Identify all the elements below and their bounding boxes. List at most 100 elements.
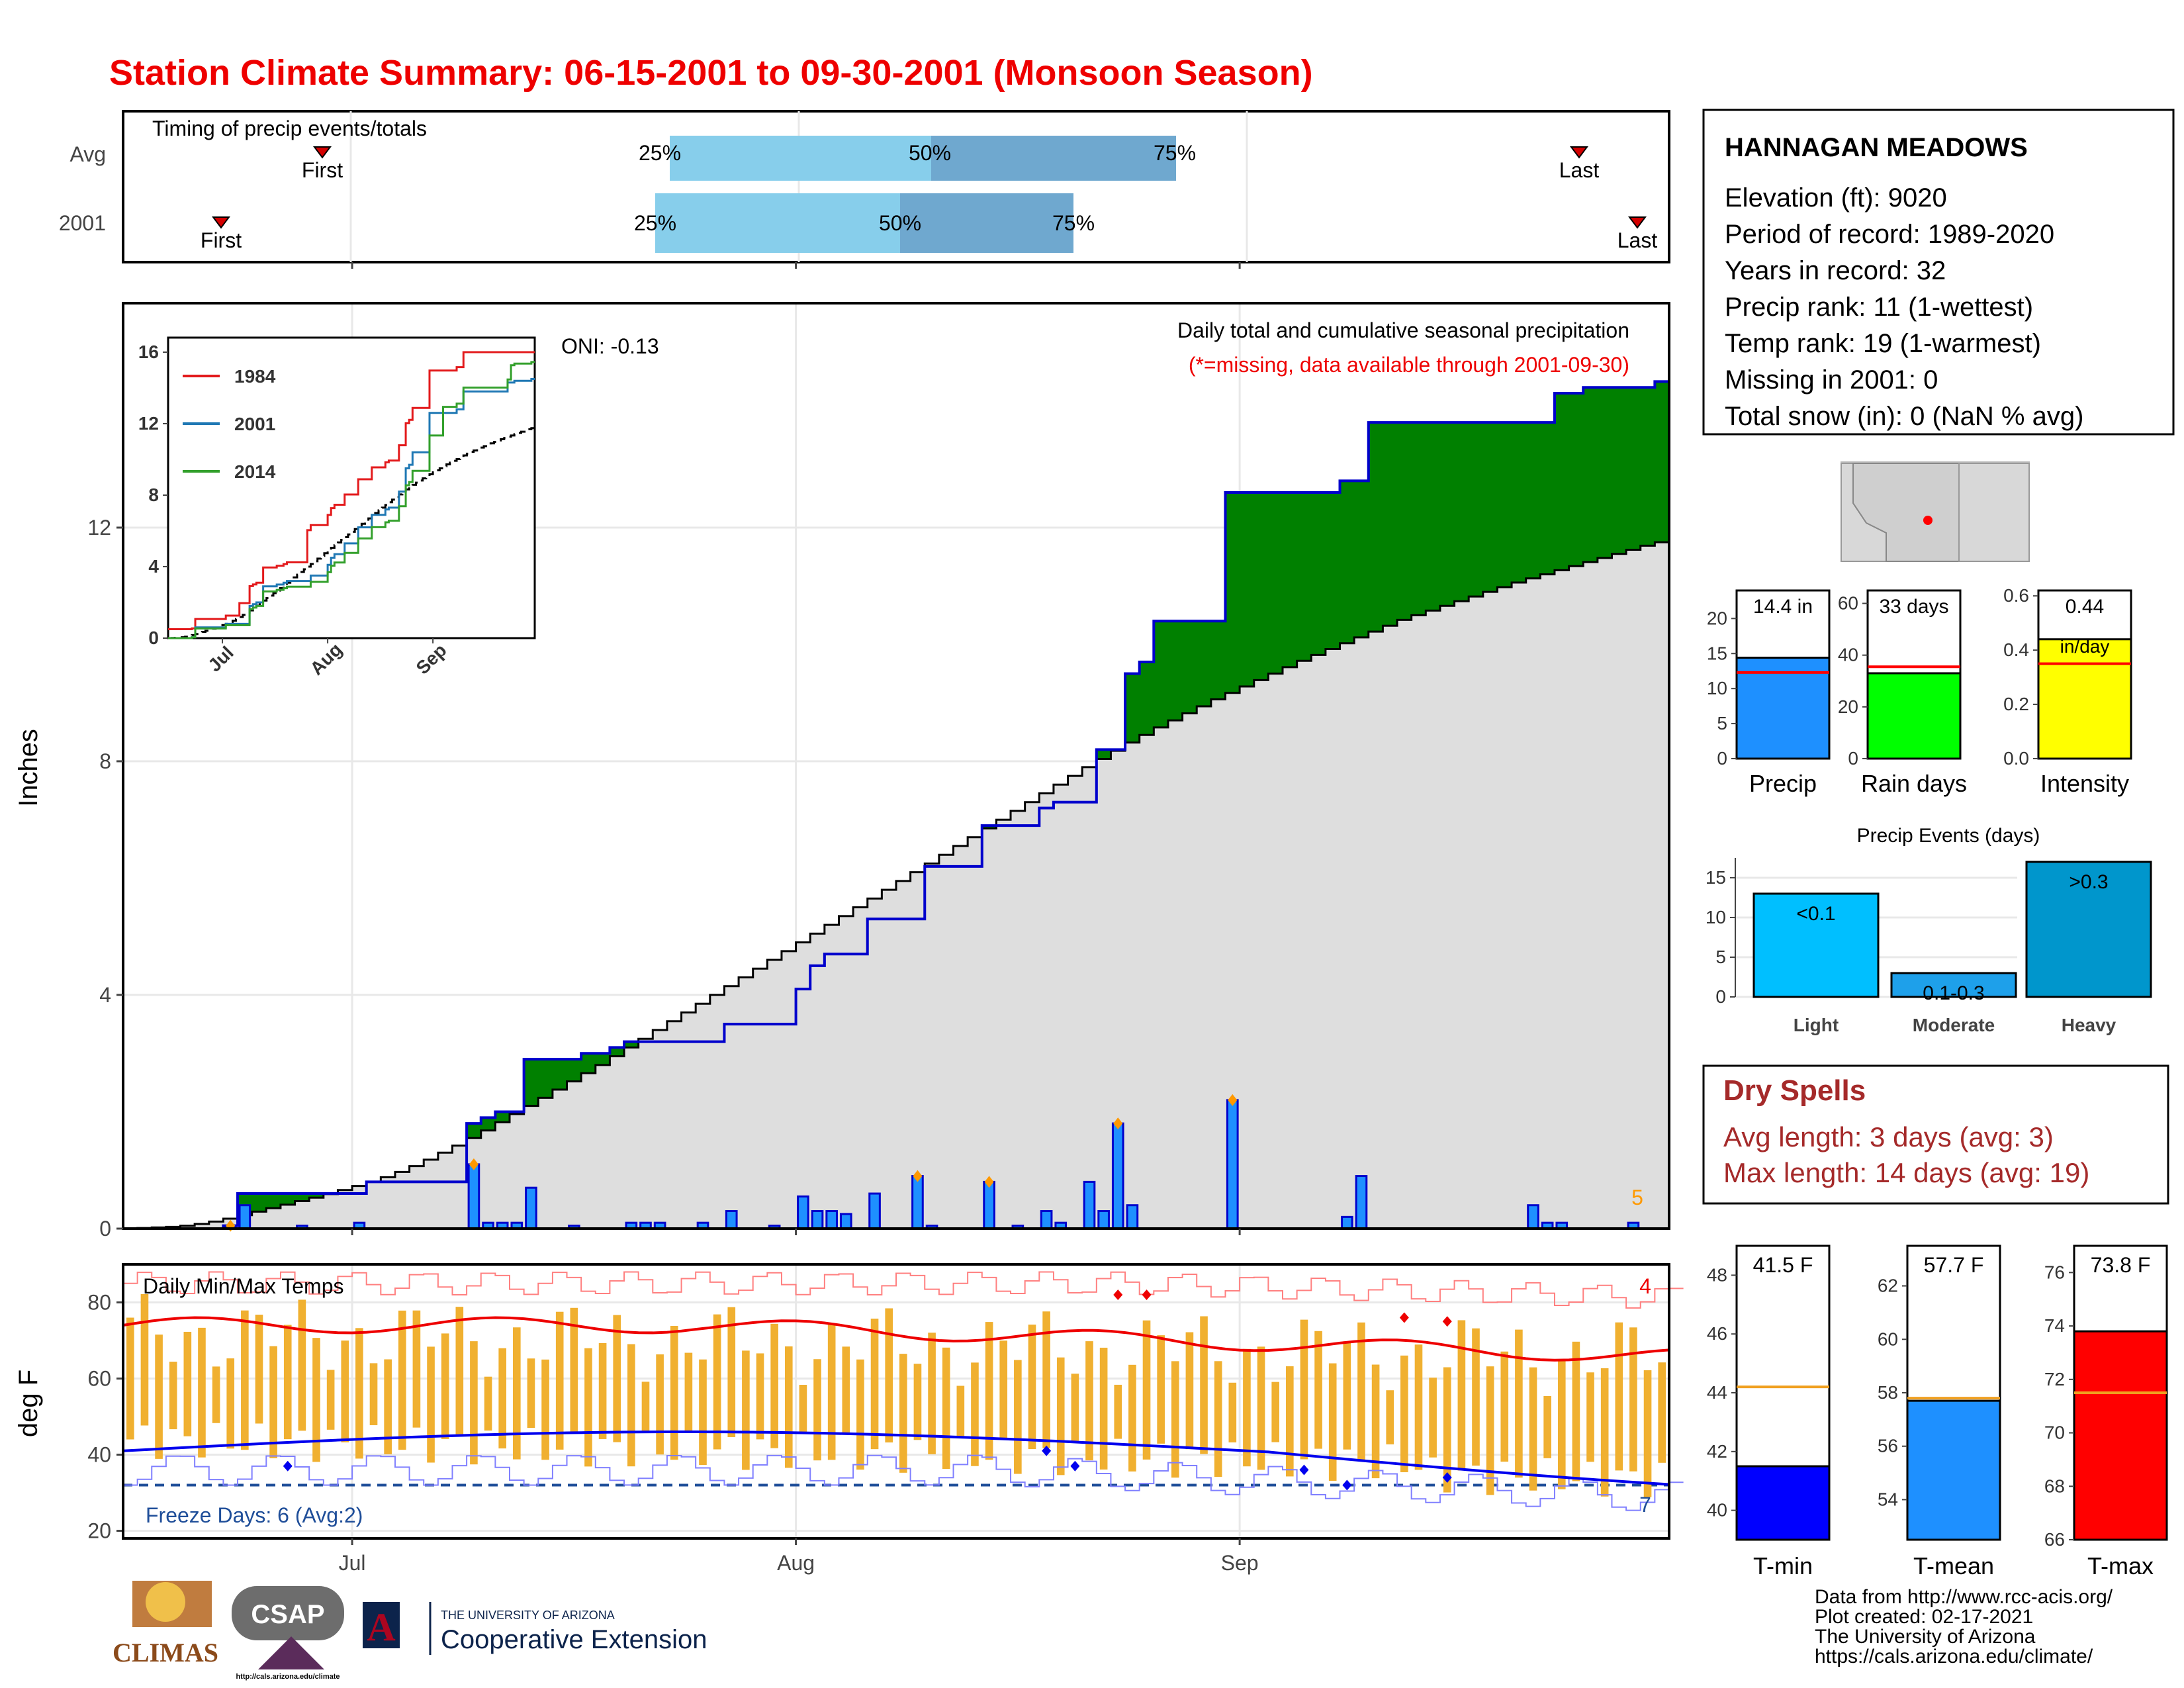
daily-temp-bar bbox=[1114, 1384, 1122, 1439]
daily-precip-bar bbox=[811, 1210, 824, 1230]
daily-temp-bar bbox=[1615, 1322, 1623, 1471]
daily-precip-bar bbox=[238, 1204, 251, 1230]
daily-temp-bar bbox=[1400, 1355, 1408, 1473]
daily-temp-bar bbox=[1457, 1320, 1466, 1471]
temp-bar-value-2 bbox=[2073, 1330, 2168, 1541]
daily-temp-bar bbox=[956, 1385, 965, 1436]
temp-count-min: 7 bbox=[1639, 1493, 1651, 1517]
events-title: Precip Events (days) bbox=[1857, 825, 2040, 847]
daily-temp-bar bbox=[1600, 1368, 1609, 1497]
record-high-marker bbox=[1113, 1289, 1123, 1300]
daily-temp-bar bbox=[1286, 1366, 1294, 1477]
temp-panel-border bbox=[122, 1263, 1670, 1540]
daily-temp-bar bbox=[155, 1335, 163, 1459]
temp-bar-ticklabel: 62 bbox=[1878, 1276, 1898, 1296]
timing-row-2001-name: 2001 bbox=[59, 211, 106, 235]
daily-precip-bar bbox=[467, 1163, 480, 1230]
daily-temp-bar bbox=[470, 1341, 478, 1465]
daily-temp-bar bbox=[498, 1348, 506, 1449]
daily-temp-bar bbox=[183, 1331, 192, 1436]
daily-temp-bar bbox=[584, 1348, 592, 1467]
mini-bar-ticklabel: 0.4 bbox=[2003, 639, 2029, 660]
ua-extension-logo: A THE UNIVERSITY OF ARIZONA Cooperative … bbox=[363, 1602, 707, 1655]
daily-temp-bar bbox=[1214, 1361, 1222, 1477]
mini-bar-name-0: Precip bbox=[1749, 770, 1817, 797]
daily-record-marker bbox=[984, 1176, 994, 1188]
station-line-period: Period of record: 1989-2020 bbox=[1725, 220, 2054, 249]
daily-temp-bar bbox=[541, 1359, 549, 1460]
daily-temp-bar bbox=[1557, 1360, 1566, 1489]
mini-bar-value-1 bbox=[1866, 672, 1962, 760]
inset-line-2001 bbox=[168, 378, 535, 639]
record-low-marker bbox=[1042, 1445, 1052, 1456]
daily-temp-bar bbox=[283, 1325, 292, 1440]
mini-bar-ticklabel: 20 bbox=[1838, 696, 1858, 717]
timing-2001-q1-bar bbox=[655, 193, 900, 253]
temp-bar-ticklabel: 56 bbox=[1878, 1436, 1898, 1456]
daily-record-marker bbox=[1113, 1117, 1123, 1130]
daily-temp-bar bbox=[1228, 1382, 1237, 1443]
temperature-summary-bars: 41.5 F T-min 40 42 44 46 48 57.7 F T-mean 54 56 58 6… bbox=[1707, 1244, 2168, 1579]
events-category: Moderate bbox=[1913, 1015, 1995, 1035]
daily-precip-bar bbox=[1097, 1210, 1110, 1230]
daily-temp-bar bbox=[699, 1359, 707, 1466]
daily-temp-bar bbox=[1572, 1341, 1580, 1481]
daily-precip-bar bbox=[911, 1175, 924, 1230]
daily-temp-bar bbox=[1386, 1390, 1394, 1444]
mini-bar-ticklabel: 0.2 bbox=[2003, 694, 2029, 714]
timing-avg-p75: 75% bbox=[1154, 141, 1196, 165]
precip-ytick-label: 12 bbox=[87, 516, 111, 539]
footer-line-created: Plot created: 02-17-2021 bbox=[1815, 1606, 2033, 1628]
daily-temp-bar bbox=[684, 1352, 693, 1431]
daily-temp-bar bbox=[341, 1340, 349, 1442]
mini-bar-name-2: Intensity bbox=[2040, 770, 2129, 797]
precip-panel-border bbox=[122, 302, 1670, 1230]
daily-precip-bar bbox=[1527, 1204, 1539, 1230]
daily-temp-bar bbox=[928, 1333, 936, 1454]
shared-x-axis: Jul Aug Sep bbox=[339, 262, 1259, 1575]
daily-temp-bar bbox=[1357, 1322, 1365, 1460]
daily-temp-bar bbox=[1643, 1370, 1652, 1497]
daily-temp-bar bbox=[1142, 1320, 1151, 1460]
daily-precip-bar bbox=[839, 1213, 852, 1230]
precip-y-ticks: 0 4 8 12 bbox=[87, 516, 123, 1241]
temp-bar-ticklabel: 44 bbox=[1707, 1382, 1727, 1403]
daily-temp-bar bbox=[1472, 1328, 1480, 1466]
mini-bar-label-0: 14.4 in bbox=[1753, 596, 1813, 618]
daily-temp-bar bbox=[870, 1318, 879, 1450]
daily-precip-bar bbox=[1226, 1099, 1239, 1230]
daily-temp-bar bbox=[412, 1310, 421, 1428]
daily-temp-bar bbox=[1243, 1348, 1251, 1467]
inset-ytick-label: 16 bbox=[138, 342, 159, 362]
events-bar-label: 0.1-0.3 bbox=[1923, 982, 1984, 1004]
daily-precip-bar bbox=[1040, 1210, 1053, 1230]
timing-row-avg-name: Avg bbox=[69, 142, 106, 166]
ua-logo-letter: A bbox=[367, 1605, 395, 1649]
daily-temp-bar bbox=[813, 1359, 821, 1461]
daily-temp-bar bbox=[555, 1311, 564, 1450]
dry-spells-title: Dry Spells bbox=[1723, 1074, 1866, 1107]
daily-temp-bar bbox=[1371, 1364, 1380, 1479]
temp-panel: 20 40 60 80 Daily Min/Max Temps deg F Freez… bbox=[14, 1263, 1684, 1543]
temp-bar-ticklabel: 54 bbox=[1878, 1489, 1898, 1509]
temp-bar-label-0: 41.5 F bbox=[1753, 1253, 1813, 1277]
footer-line-univ: The University of Arizona bbox=[1815, 1626, 2036, 1648]
temp-ytick-label: 40 bbox=[87, 1443, 111, 1467]
temp-bar-ticklabel: 72 bbox=[2044, 1369, 2065, 1389]
daily-temp-bar bbox=[1586, 1372, 1594, 1462]
record-low-marker bbox=[1442, 1472, 1452, 1483]
events-bar-heavy bbox=[2025, 861, 2152, 998]
daily-temp-bar bbox=[827, 1324, 836, 1460]
daily-temp-bar bbox=[1414, 1344, 1423, 1470]
timing-avg-p50: 50% bbox=[909, 141, 951, 165]
record-low-marker bbox=[1299, 1464, 1309, 1476]
temp-ytick-label: 80 bbox=[87, 1291, 111, 1315]
record-high-marker bbox=[1142, 1289, 1152, 1300]
record-min-line bbox=[123, 1454, 1684, 1511]
csap-logo-text: CSAP bbox=[251, 1600, 324, 1629]
daily-temp-bar bbox=[169, 1362, 177, 1430]
precip-ytick-label: 0 bbox=[99, 1217, 111, 1241]
mini-bar-value-0 bbox=[1735, 657, 1831, 760]
mini-bar-ticklabel: 0.0 bbox=[2003, 748, 2029, 769]
timing-avg-first-marker bbox=[313, 146, 332, 159]
